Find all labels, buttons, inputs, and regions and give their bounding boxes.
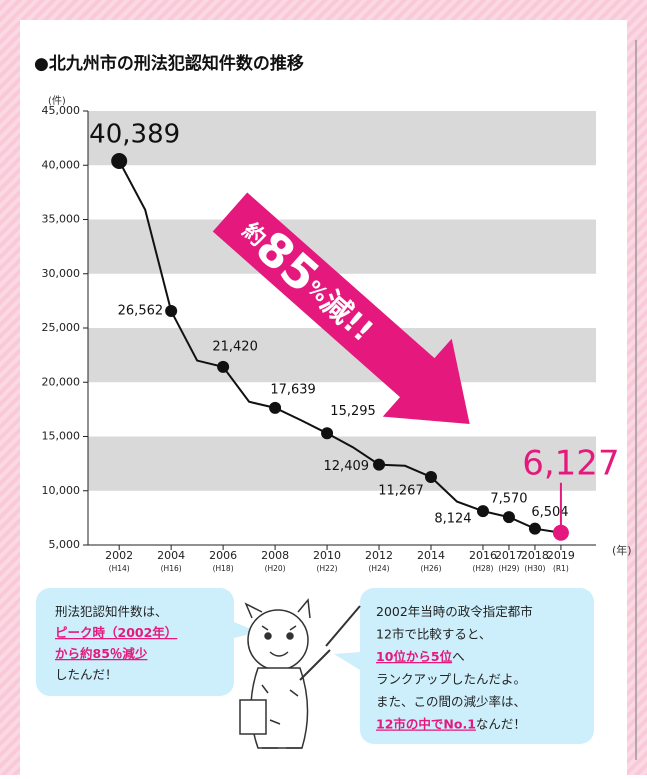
y-tick-label: 40,000	[42, 158, 81, 171]
bubble-line: したんだ！	[55, 667, 118, 682]
x-tick-sublabel: (H20)	[265, 564, 286, 573]
data-point	[552, 524, 569, 541]
arrow-shape	[212, 192, 470, 425]
x-tick-sublabel: (R1)	[553, 564, 569, 573]
data-label: 15,295	[330, 404, 376, 419]
data-point	[424, 471, 437, 484]
tiger-illustration	[239, 598, 361, 749]
data-label: 17,639	[270, 382, 316, 397]
grid-band	[88, 111, 596, 166]
bubble-left	[36, 588, 258, 696]
plain: 2002年当時の政令指定都市	[376, 604, 533, 619]
x-tick-sublabel: (H28)	[472, 564, 493, 573]
emphasis: 10位から5位	[376, 649, 453, 664]
data-label: 7,570	[490, 492, 527, 507]
y-tick-label: 5,000	[49, 538, 81, 551]
data-point	[373, 458, 386, 471]
data-point	[111, 153, 128, 170]
data-point	[269, 401, 282, 414]
x-tick-sublabel: (H14)	[109, 564, 130, 573]
data-label: 8,124	[434, 512, 471, 527]
data-point	[528, 522, 541, 535]
y-tick-label: 25,000	[42, 321, 81, 334]
data-point	[502, 511, 515, 524]
x-tick-sublabel: (H16)	[161, 564, 182, 573]
bubble-line: 12市で比較すると、	[376, 626, 491, 641]
bubble-line: ピーク時（2002年）	[55, 625, 177, 640]
bubble-line: 12市の中でNo.1なんだ！	[376, 716, 526, 731]
data-label: 6,127	[522, 443, 619, 483]
chart-title: ●北九州市の刑法犯認知件数の推移	[34, 53, 304, 74]
x-tick-sublabel: (H29)	[498, 564, 519, 573]
x-tick-label: 2006	[209, 549, 237, 562]
data-label: 21,420	[212, 339, 258, 354]
x-tick-sublabel: (H22)	[317, 564, 338, 573]
y-tick-label: 35,000	[42, 213, 81, 226]
x-tick-label: 2002	[105, 549, 133, 562]
bubble-right	[334, 588, 594, 744]
y-tick-label: 45,000	[42, 104, 81, 117]
x-tick-label: 2019	[547, 549, 575, 562]
y-tick-label: 30,000	[42, 267, 81, 280]
y-tick-label: 20,000	[42, 375, 81, 388]
y-tick-label: 10,000	[42, 484, 81, 497]
plain: また、この間の減少率は、	[376, 694, 526, 709]
data-label: 12,409	[324, 459, 370, 474]
x-tick-sublabel: (H26)	[420, 564, 441, 573]
data-point	[217, 360, 230, 373]
bubble-line: 10位から5位へ	[376, 649, 465, 664]
plain: へ	[452, 649, 465, 664]
grid-band	[88, 219, 596, 274]
x-tick-label: 2004	[157, 549, 185, 562]
emphasis: ピーク時（2002年）	[55, 625, 177, 640]
x-tick-sublabel: (H30)	[524, 564, 545, 573]
x-tick-sublabel: (H18)	[213, 564, 234, 573]
plain: したんだ！	[55, 667, 118, 682]
emphasis: から約85％減少	[55, 646, 148, 661]
x-tick-label: 2014	[417, 549, 445, 562]
plain: ランクアップしたんだよ。	[376, 671, 526, 686]
plot: 5,000 10,000 15,000 20,000 25,000 30,000 35,00…	[42, 104, 620, 573]
x-tick-label: 2018	[521, 549, 549, 562]
x-tick-label: 2017	[495, 549, 523, 562]
plain: 12市で比較すると、	[376, 626, 491, 641]
x-tick-label: 2016	[469, 549, 497, 562]
bubble-line: 2002年当時の政令指定都市	[376, 604, 533, 619]
data-point	[321, 427, 334, 440]
emphasis: 12市の中でNo.1	[376, 716, 476, 731]
x-tick-label: 2010	[313, 549, 341, 562]
bubble-line: 刑法犯認知件数は、	[55, 604, 168, 619]
data-point	[165, 305, 178, 318]
grid-band	[88, 436, 596, 491]
bubble-line: ランクアップしたんだよ。	[376, 671, 526, 686]
x-tick-label: 2012	[365, 549, 393, 562]
bubble-line: また、この間の減少率は、	[376, 694, 526, 709]
plain: なんだ！	[476, 716, 526, 731]
y-tick-label: 15,000	[42, 430, 81, 443]
data-label: 6,504	[531, 505, 568, 520]
x-tick-label: 2008	[261, 549, 289, 562]
x-tick-sublabel: (H24)	[369, 564, 390, 573]
x-unit: (年)	[612, 543, 632, 557]
y-unit: (件)	[48, 95, 66, 107]
data-label: 11,267	[378, 484, 424, 499]
data-point	[476, 505, 489, 518]
plain: 刑法犯認知件数は、	[55, 604, 168, 619]
data-label: 26,562	[118, 304, 164, 319]
data-label: 40,389	[89, 120, 180, 150]
bubble-line: から約85％減少	[55, 646, 148, 661]
